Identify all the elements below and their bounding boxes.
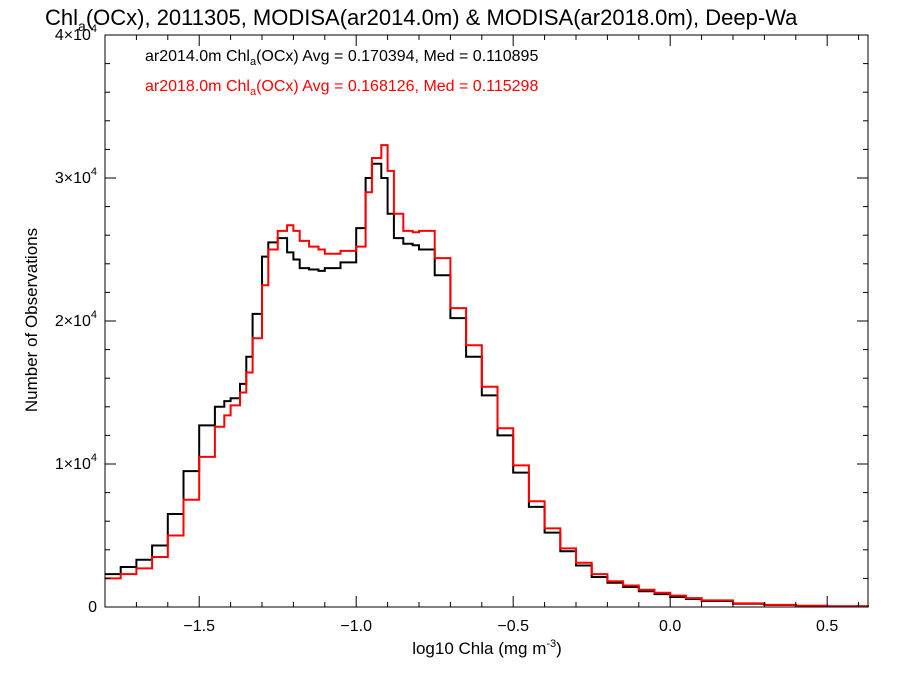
x-tick-label: 0.5	[816, 618, 838, 635]
ticks-layer: −1.5 −1.0 −0.5 0.0 0.5 0 1×104 2×104 3×104 4×104	[55, 23, 868, 635]
legend-entry-ar2014-pre: ar2014.0m Chl	[145, 48, 250, 65]
legend-entry-ar2014-sub: a	[250, 56, 257, 68]
series-line-ar2014-0m	[105, 162, 869, 608]
x-tick-label: −0.5	[497, 618, 529, 635]
x-tick-label: −1.0	[340, 618, 372, 635]
x-tick-label: −1.5	[183, 618, 215, 635]
series-layer	[105, 144, 869, 608]
chart-title: Chla(OCx), 2011305, MODISA(ar2014.0m) & …	[45, 5, 798, 34]
legend-entry-ar2018-sub: a	[250, 86, 257, 98]
x-tick-label: 0.0	[659, 618, 681, 635]
y-tick-label: 2×104	[55, 309, 97, 330]
legend-entry-ar2018: ar2018.0m Chla(OCx) Avg = 0.168126, Med …	[145, 78, 538, 98]
series-line-ar2018-0m	[105, 144, 869, 608]
chart-title-subscript: a	[78, 18, 86, 34]
y-tick-label: 4×104	[55, 23, 97, 44]
legend-entry-ar2014-post: (OCx) Avg = 0.170394, Med = 0.110895	[256, 48, 538, 65]
y-tick-label: 3×104	[55, 166, 97, 187]
y-tick-label: 0	[88, 599, 97, 616]
y-axis-label: Number of Observations	[22, 228, 41, 412]
legend-entry-ar2018-post: (OCx) Avg = 0.168126, Med = 0.115298	[256, 78, 538, 95]
plot-frame	[104, 34, 869, 608]
chart-title-suffix: (OCx), 2011305, MODISA(ar2014.0m) & MODI…	[86, 5, 798, 30]
legend-entry-ar2014: ar2014.0m Chla(OCx) Avg = 0.170394, Med …	[145, 48, 538, 68]
x-axis-label-close: )	[556, 639, 562, 658]
x-axis-label: log10 Chla (mg m-3)	[412, 638, 562, 658]
legend-entry-ar2018-pre: ar2018.0m Chl	[145, 78, 250, 95]
x-axis-label-main: log10 Chla (mg m	[412, 639, 546, 658]
chart-title-prefix: Chl	[45, 5, 78, 30]
x-axis-label-sup: -3	[546, 638, 556, 650]
y-tick-label: 1×104	[55, 452, 97, 473]
